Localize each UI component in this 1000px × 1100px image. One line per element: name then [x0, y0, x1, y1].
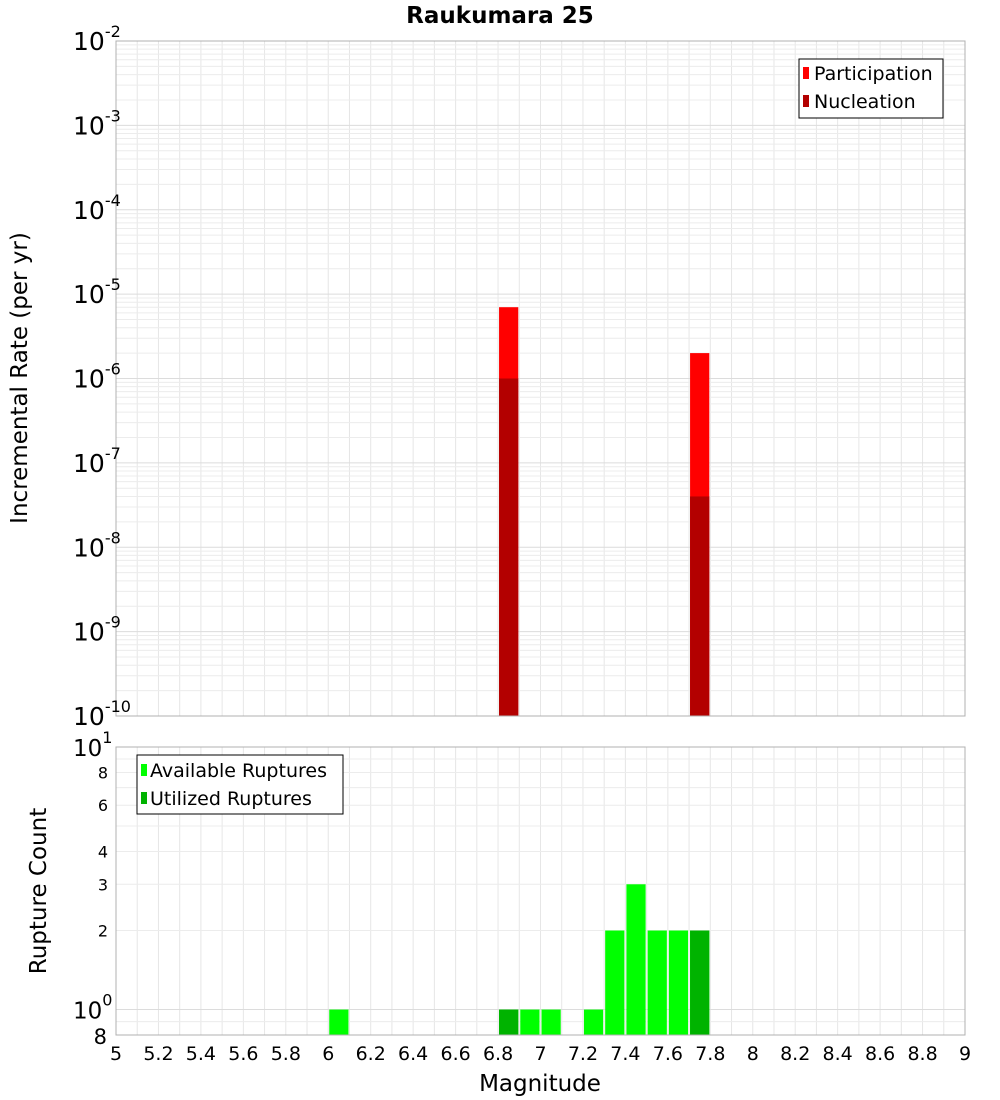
x-tick-label: 8.4 — [823, 1043, 853, 1065]
x-tick-label: 7.6 — [653, 1043, 683, 1065]
x-tick-label: 7 — [534, 1043, 546, 1065]
bar-nucleation — [499, 378, 519, 716]
bottom-y-axis-label: Rupture Count — [26, 808, 52, 974]
y-tick-label: 10-3 — [73, 106, 121, 140]
x-tick-label: 5.6 — [228, 1043, 258, 1065]
bar-available-ruptures — [647, 930, 667, 1035]
y-tick-label: 10-6 — [73, 360, 121, 394]
bar-available-ruptures — [583, 1009, 604, 1035]
legend-rate: Participation Nucleation — [798, 58, 944, 119]
x-tick-label: 6.4 — [398, 1043, 428, 1065]
x-tick-label: 8.2 — [780, 1043, 810, 1065]
legend-label: Nucleation — [814, 91, 916, 113]
y-tick-label: 100 — [73, 991, 112, 1025]
legend-label: Utilized Ruptures — [150, 788, 312, 810]
y-tick-label: 101 — [73, 728, 112, 762]
bar-available-ruptures — [520, 1009, 540, 1035]
bar-utilized-ruptures — [690, 930, 710, 1035]
x-tick-label: 5.2 — [143, 1043, 173, 1065]
legend-swatch — [141, 792, 147, 804]
legend-swatch — [141, 764, 147, 776]
y-tick-label: 10-9 — [73, 613, 121, 647]
x-tick-label: 5.8 — [271, 1043, 301, 1065]
bar-utilized-ruptures — [499, 1009, 519, 1035]
legend-box — [798, 58, 944, 119]
x-tick-label: 5 — [110, 1043, 122, 1065]
y-tick-label: 8 — [98, 763, 108, 782]
x-tick-label: 8.6 — [865, 1043, 895, 1065]
bar-available-ruptures — [626, 884, 646, 1035]
y-tick-label: 8 — [94, 1025, 107, 1049]
x-tick-label: 9 — [959, 1043, 971, 1065]
bar-available-ruptures — [668, 930, 689, 1035]
y-tick-label: 10-10 — [73, 697, 131, 731]
legend-box — [136, 754, 344, 815]
y-tick-label: 2 — [98, 922, 108, 941]
x-tick-label: 6.2 — [356, 1043, 386, 1065]
y-tick-label: 6 — [98, 796, 108, 815]
bar-nucleation — [690, 496, 710, 716]
plot-border — [115, 40, 966, 717]
legend-swatch — [803, 67, 809, 79]
x-tick-label: 5.4 — [186, 1043, 216, 1065]
y-tick-label: 10-7 — [73, 444, 121, 478]
y-tick-label: 4 — [98, 842, 108, 861]
y-tick-label: 3 — [98, 875, 108, 894]
x-tick-label: 7.8 — [695, 1043, 725, 1065]
x-tick-label: 6.8 — [483, 1043, 513, 1065]
x-tick-label: 8.8 — [907, 1043, 937, 1065]
chart-title: Raukumara 25 — [406, 3, 594, 29]
legend-swatch — [803, 95, 809, 107]
bar-available-ruptures — [541, 1009, 561, 1035]
y-tick-label: 10-5 — [73, 275, 121, 309]
y-tick-label: 10-2 — [73, 22, 121, 56]
bar-available-ruptures — [329, 1009, 349, 1035]
legend-label: Participation — [814, 63, 933, 85]
bar-available-ruptures — [605, 930, 625, 1035]
plot-border — [115, 746, 966, 1036]
legend-count: Available Ruptures Utilized Ruptures — [136, 754, 344, 815]
x-tick-label: 6 — [322, 1043, 334, 1065]
x-tick-label: 8 — [747, 1043, 759, 1065]
x-tick-label: 7.2 — [568, 1043, 598, 1065]
legend-label: Available Ruptures — [150, 760, 327, 782]
plot-area-rate — [115, 40, 966, 717]
top-y-axis-label: Incremental Rate (per yr) — [7, 232, 33, 524]
x-tick-label: 7.4 — [610, 1043, 640, 1065]
x-axis-label: Magnitude — [479, 1071, 601, 1097]
y-tick-label: 10-4 — [73, 191, 121, 225]
x-tick-label: 6.6 — [440, 1043, 470, 1065]
y-tick-label: 10-8 — [73, 528, 121, 562]
